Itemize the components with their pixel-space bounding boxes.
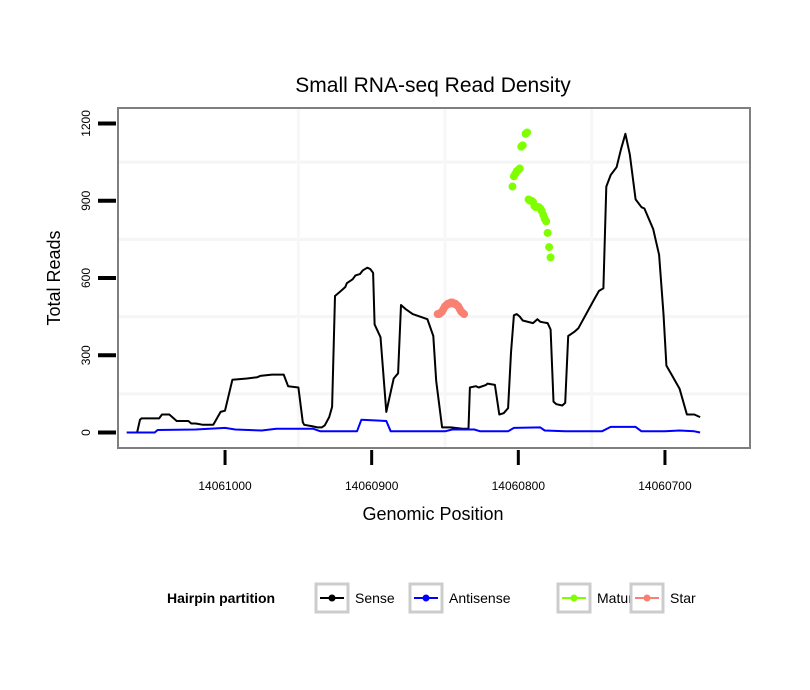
x-tick-label: 14060700: [638, 479, 692, 493]
data-point-star: [460, 310, 469, 319]
legend: Hairpin partition Sense Antisense Mature St…: [167, 582, 696, 614]
x-tick-label: 14060800: [492, 479, 546, 493]
legend-key-point: [422, 594, 430, 602]
legend-key-point: [328, 594, 336, 602]
chart-title: Small RNA-seq Read Density: [295, 74, 571, 97]
legend-item-star: Star: [629, 582, 696, 614]
y-tick-label: 0: [79, 429, 93, 436]
x-tick-label: 14060900: [345, 479, 399, 493]
series-points-mature: [508, 128, 555, 262]
data-point-mature: [518, 141, 527, 150]
series-line-sense: [126, 132, 701, 434]
legend-label: Sense: [355, 590, 395, 606]
data-point-mature: [545, 243, 554, 252]
legend-label: Star: [670, 590, 696, 606]
y-tick-label: 1200: [79, 110, 93, 137]
y-tick-label: 900: [79, 190, 93, 210]
panel-background: [118, 108, 750, 448]
data-point-mature: [523, 128, 532, 137]
legend-item-antisense: Antisense: [408, 582, 511, 614]
legend-key-point: [570, 594, 578, 602]
legend-label: Antisense: [449, 590, 511, 606]
series-points-star: [433, 298, 469, 319]
data-point-mature: [546, 253, 555, 262]
series-layer: [126, 128, 701, 434]
x-axis-title: Genomic Position: [362, 504, 503, 524]
data-point-mature: [515, 164, 524, 173]
legend-item-mature: Mature: [556, 582, 641, 614]
legend-title: Hairpin partition: [167, 590, 275, 606]
x-axis: 14061000 14060900 14060800 14060700: [198, 450, 692, 493]
legend-key-point: [643, 594, 651, 602]
series-line-antisense: [126, 418, 701, 434]
data-point-mature: [543, 228, 552, 237]
y-tick-label: 300: [79, 345, 93, 365]
legend-item-sense: Sense: [314, 582, 395, 614]
data-point-mature: [542, 217, 551, 226]
x-tick-label: 14061000: [198, 479, 252, 493]
y-tick-label: 600: [79, 268, 93, 288]
plot-panel: [118, 108, 750, 448]
gridlines: [118, 108, 750, 448]
panel-border: [117, 107, 751, 449]
data-point-mature: [508, 182, 517, 191]
y-axis-title: Total Reads: [44, 230, 64, 325]
y-axis: 0 300 600 900 1200: [79, 110, 116, 436]
